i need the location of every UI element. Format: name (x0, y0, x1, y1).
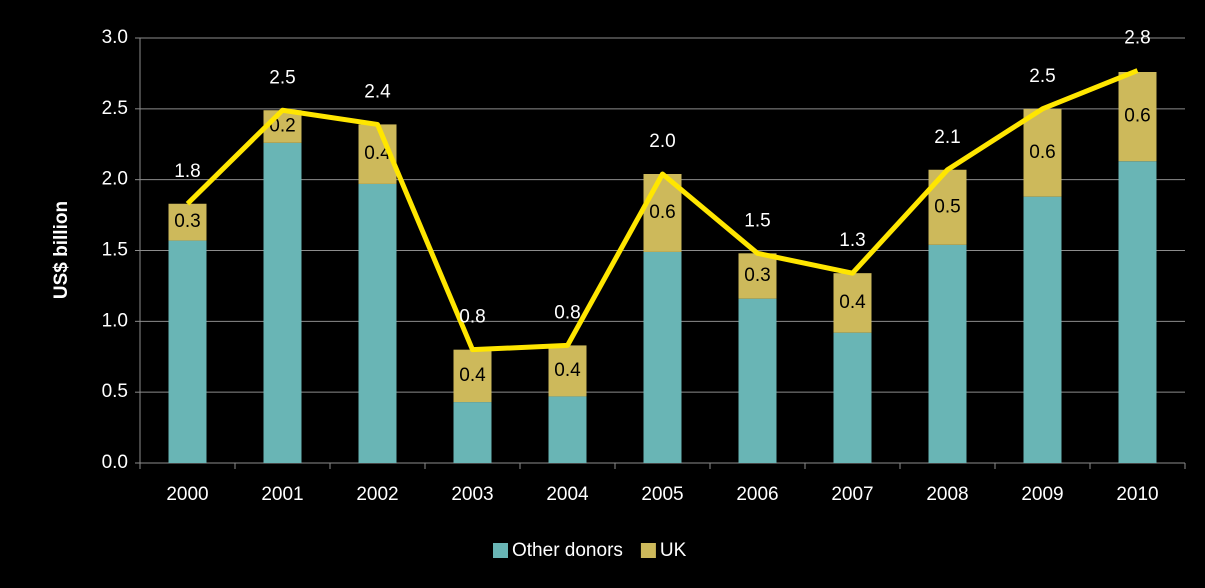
legend-label: UK (660, 540, 687, 561)
line-label: 1.5 (744, 210, 770, 231)
bar-segment (548, 345, 587, 397)
bar-segment (358, 183, 397, 463)
total-line (185, 68, 1139, 353)
legend-swatch (493, 543, 508, 558)
data-label: 0.4 (459, 365, 486, 386)
data-label: 0.5 (934, 196, 960, 217)
bar-segment (168, 203, 207, 241)
x-tick-label: 2009 (1021, 484, 1063, 505)
bar-segment (263, 142, 302, 464)
x-tick-label: 2003 (451, 484, 493, 505)
y-tick-label: 0.0 (102, 452, 128, 473)
data-label: 0.3 (174, 211, 200, 232)
bar-segment (1118, 72, 1157, 162)
data-label: 0.4 (839, 292, 866, 313)
x-tick-label: 2006 (736, 484, 778, 505)
x-tick-label: 2000 (166, 484, 208, 505)
bar-segment (928, 244, 967, 463)
bar-segment (453, 402, 492, 463)
bar-segment (1023, 196, 1062, 463)
data-label: 0.6 (1029, 142, 1055, 163)
bar-segment (548, 396, 587, 463)
x-tick-label: 2007 (831, 484, 873, 505)
data-label: 0.6 (1124, 106, 1150, 127)
x-tick-label: 2002 (356, 484, 398, 505)
bar-segment (263, 110, 302, 143)
bar-segment (738, 298, 777, 463)
bar-segment (738, 253, 777, 299)
line-label: 2.1 (934, 127, 960, 148)
x-tick-label: 2010 (1116, 484, 1158, 505)
data-label: 0.6 (649, 202, 675, 223)
y-tick-label: 1.0 (102, 310, 128, 331)
x-tick-label: 2004 (546, 484, 589, 505)
bar-segment (833, 332, 872, 463)
line-label: 1.3 (839, 230, 865, 251)
y-tick-label: 2.0 (102, 169, 128, 190)
bar-segment (1023, 108, 1062, 197)
bar-segment (168, 240, 207, 463)
legend-label: Other donors (512, 540, 623, 561)
x-tick-label: 2001 (261, 484, 303, 505)
data-label: 0.4 (364, 143, 391, 164)
y-tick-label: 3.0 (102, 27, 128, 48)
x-tick-label: 2005 (641, 484, 683, 505)
legend-swatch (640, 543, 656, 558)
bar-segment (643, 251, 682, 463)
y-axis-title: US$ billion (51, 201, 72, 299)
line-label: 2.0 (649, 131, 675, 152)
bar-segment (833, 273, 872, 333)
y-tick-label: 1.5 (102, 240, 128, 261)
data-label: 0.4 (554, 360, 581, 381)
bar-segment (453, 349, 492, 403)
y-tick-label: 0.5 (102, 381, 128, 402)
line-label: 0.8 (459, 307, 485, 328)
line-label: 1.8 (174, 161, 200, 182)
bar-segment (1118, 161, 1157, 463)
data-label: 0.2 (269, 116, 295, 137)
data-label: 0.3 (744, 265, 770, 286)
line-label: 0.8 (554, 302, 580, 323)
line-label: 2.4 (364, 81, 391, 102)
line-label: 2.5 (269, 67, 295, 88)
line-label: 2.8 (1124, 28, 1150, 49)
x-tick-label: 2008 (926, 484, 968, 505)
y-tick-label: 2.5 (102, 98, 128, 119)
line-label: 2.5 (1029, 66, 1055, 87)
